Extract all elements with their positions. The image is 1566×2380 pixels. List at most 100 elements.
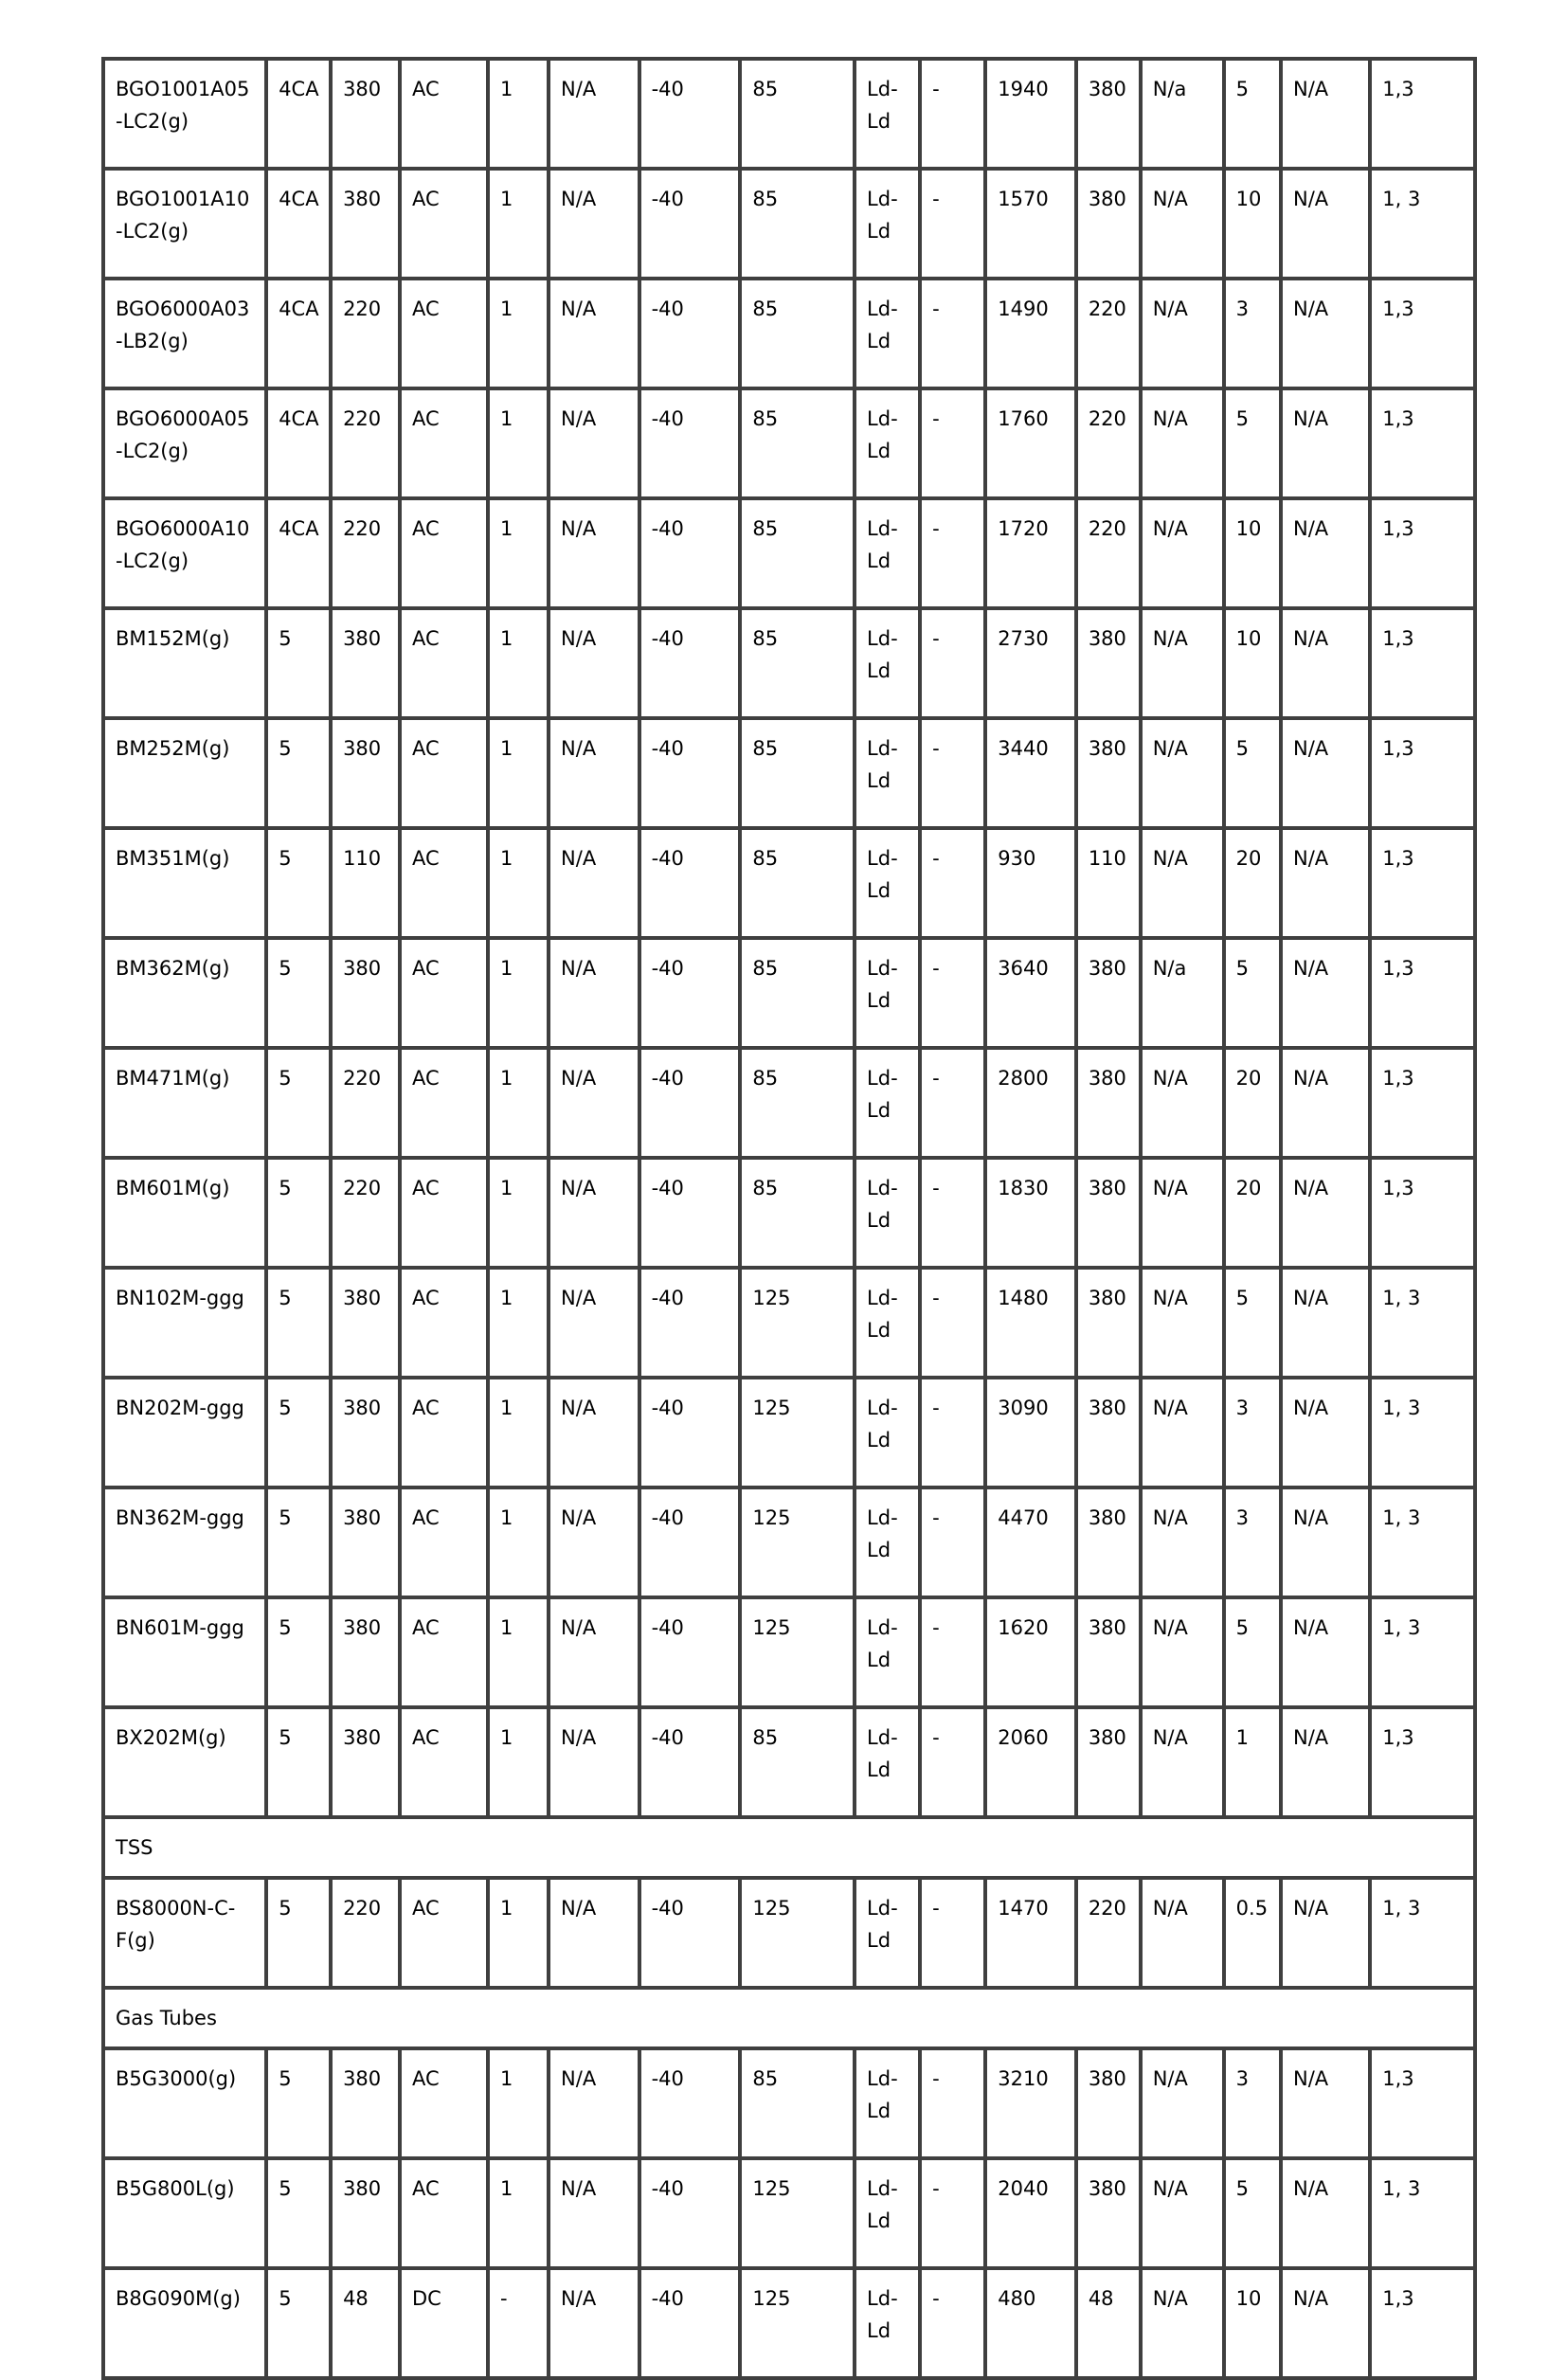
data-cell-6: -40 — [639, 2268, 743, 2379]
data-cell-6: -40 — [639, 1158, 743, 1270]
data-cell-1: 5 — [266, 1378, 333, 1489]
data-cell-7: 125 — [740, 1268, 857, 1379]
data-cell-14: N/A — [1281, 1378, 1373, 1489]
data-cell-1: 5 — [266, 938, 333, 1050]
data-cell-7: 85 — [740, 2048, 857, 2161]
data-cell-7: 85 — [740, 938, 857, 1050]
data-cell-13: 20 — [1223, 1158, 1284, 1270]
data-cell-4: 1 — [487, 2048, 551, 2161]
part-number-cell: BGO1001A05-LC2(g) — [103, 59, 269, 171]
data-cell-10: 2800 — [985, 1048, 1078, 1160]
data-cell-2: 380 — [331, 169, 402, 280]
data-cell-15: 1,3 — [1370, 828, 1475, 940]
table-section-row: Gas Tubes — [103, 1988, 1475, 2051]
table-row: BM362M(g) 5 380 AC 1 N/A -40 85 Ld-Ld -3640 380 N/a… — [103, 938, 1475, 1050]
data-cell-3: AC — [399, 1707, 490, 1819]
data-cell-7: 85 — [740, 279, 857, 390]
data-cell-8: Ld-Ld — [855, 1378, 923, 1489]
specification-table: BGO1001A05-LC2(g) 4CA 380 AC 1 N/A -40 85 Ld-Ld -… — [101, 57, 1477, 2380]
data-cell-5: N/A — [549, 388, 641, 500]
data-cell-9: - — [920, 938, 988, 1050]
data-cell-11: 380 — [1075, 2048, 1143, 2161]
data-cell-8: Ld-Ld — [855, 2158, 923, 2271]
data-cell-15: 1,3 — [1370, 388, 1475, 500]
data-cell-14: N/A — [1281, 2158, 1373, 2271]
data-cell-8: Ld-Ld — [855, 59, 923, 171]
data-cell-1: 5 — [266, 1268, 333, 1379]
data-cell-11: 380 — [1075, 1268, 1143, 1379]
data-cell-4: 1 — [487, 1707, 551, 1819]
data-cell-12: N/A — [1140, 1488, 1226, 1599]
data-cell-6: -40 — [639, 2048, 743, 2161]
data-cell-1: 5 — [266, 2158, 333, 2271]
data-cell-5: N/A — [549, 938, 641, 1050]
data-cell-5: N/A — [549, 1378, 641, 1489]
data-cell-1: 5 — [266, 1597, 333, 1709]
data-cell-4: 1 — [487, 1268, 551, 1379]
data-cell-6: -40 — [639, 169, 743, 280]
data-cell-8: Ld-Ld — [855, 1707, 923, 1819]
part-number-cell: BM471M(g) — [103, 1048, 269, 1160]
data-cell-10: 930 — [985, 828, 1078, 940]
part-number-cell: B5G800L(g) — [103, 2158, 269, 2271]
data-cell-7: 85 — [740, 608, 857, 720]
part-number-cell: B5G3000(g) — [103, 2048, 269, 2161]
data-cell-6: -40 — [639, 2158, 743, 2271]
data-cell-12: N/A — [1140, 1048, 1226, 1160]
data-cell-13: 3 — [1223, 279, 1284, 390]
data-cell-9: - — [920, 388, 988, 500]
data-cell-4: 1 — [487, 59, 551, 171]
data-cell-15: 1, 3 — [1370, 169, 1475, 280]
data-cell-13: 20 — [1223, 828, 1284, 940]
data-cell-6: -40 — [639, 718, 743, 830]
data-cell-15: 1, 3 — [1370, 1878, 1475, 1991]
data-cell-14: N/A — [1281, 1707, 1373, 1819]
data-cell-6: -40 — [639, 1878, 743, 1991]
data-cell-4: 1 — [487, 388, 551, 500]
data-cell-5: N/A — [549, 608, 641, 720]
data-cell-6: -40 — [639, 279, 743, 390]
data-cell-8: Ld-Ld — [855, 608, 923, 720]
data-cell-13: 5 — [1223, 938, 1284, 1050]
data-cell-9: - — [920, 828, 988, 940]
data-cell-2: 220 — [331, 1878, 402, 1991]
data-cell-3: AC — [399, 2158, 490, 2271]
table-row: BM351M(g) 5 110 AC 1 N/A -40 85 Ld-Ld -930 110 N/A 2… — [103, 828, 1475, 940]
data-cell-11: 220 — [1075, 1878, 1143, 1991]
data-cell-13: 1 — [1223, 1707, 1284, 1819]
part-number-cell: BX202M(g) — [103, 1707, 269, 1819]
table-row: BGO1001A05-LC2(g) 4CA 380 AC 1 N/A -40 85 Ld-Ld -… — [103, 59, 1475, 171]
data-cell-2: 380 — [331, 2048, 402, 2161]
data-cell-5: N/A — [549, 1268, 641, 1379]
data-cell-13: 5 — [1223, 1597, 1284, 1709]
data-cell-8: Ld-Ld — [855, 2268, 923, 2379]
data-cell-11: 380 — [1075, 1158, 1143, 1270]
data-cell-15: 1,3 — [1370, 498, 1475, 610]
table-row: BGO6000A10-LC2(g) 4CA 220 AC 1 N/A -40 85 Ld-Ld -… — [103, 498, 1475, 610]
data-cell-14: N/A — [1281, 938, 1373, 1050]
data-cell-4: 1 — [487, 1378, 551, 1489]
data-cell-12: N/A — [1140, 2048, 1226, 2161]
data-cell-1: 4CA — [266, 169, 333, 280]
data-cell-15: 1,3 — [1370, 1048, 1475, 1160]
data-cell-3: AC — [399, 498, 490, 610]
table-row: BN362M-ggg 5 380 AC 1 N/A -40 125 Ld-Ld -4470 380 N… — [103, 1488, 1475, 1599]
data-cell-3: AC — [399, 1158, 490, 1270]
data-cell-5: N/A — [549, 279, 641, 390]
data-cell-12: N/A — [1140, 608, 1226, 720]
data-cell-9: - — [920, 1378, 988, 1489]
part-number-cell: BN202M-ggg — [103, 1378, 269, 1489]
data-cell-15: 1,3 — [1370, 718, 1475, 830]
data-cell-4: 1 — [487, 2158, 551, 2271]
data-cell-14: N/A — [1281, 1878, 1373, 1991]
data-cell-6: -40 — [639, 608, 743, 720]
data-cell-13: 10 — [1223, 2268, 1284, 2379]
data-cell-15: 1,3 — [1370, 608, 1475, 720]
data-cell-12: N/A — [1140, 169, 1226, 280]
data-cell-4: 1 — [487, 1597, 551, 1709]
data-cell-3: AC — [399, 1878, 490, 1991]
data-cell-2: 48 — [331, 2268, 402, 2379]
data-cell-5: N/A — [549, 1048, 641, 1160]
data-cell-10: 1470 — [985, 1878, 1078, 1991]
data-cell-3: AC — [399, 1378, 490, 1489]
